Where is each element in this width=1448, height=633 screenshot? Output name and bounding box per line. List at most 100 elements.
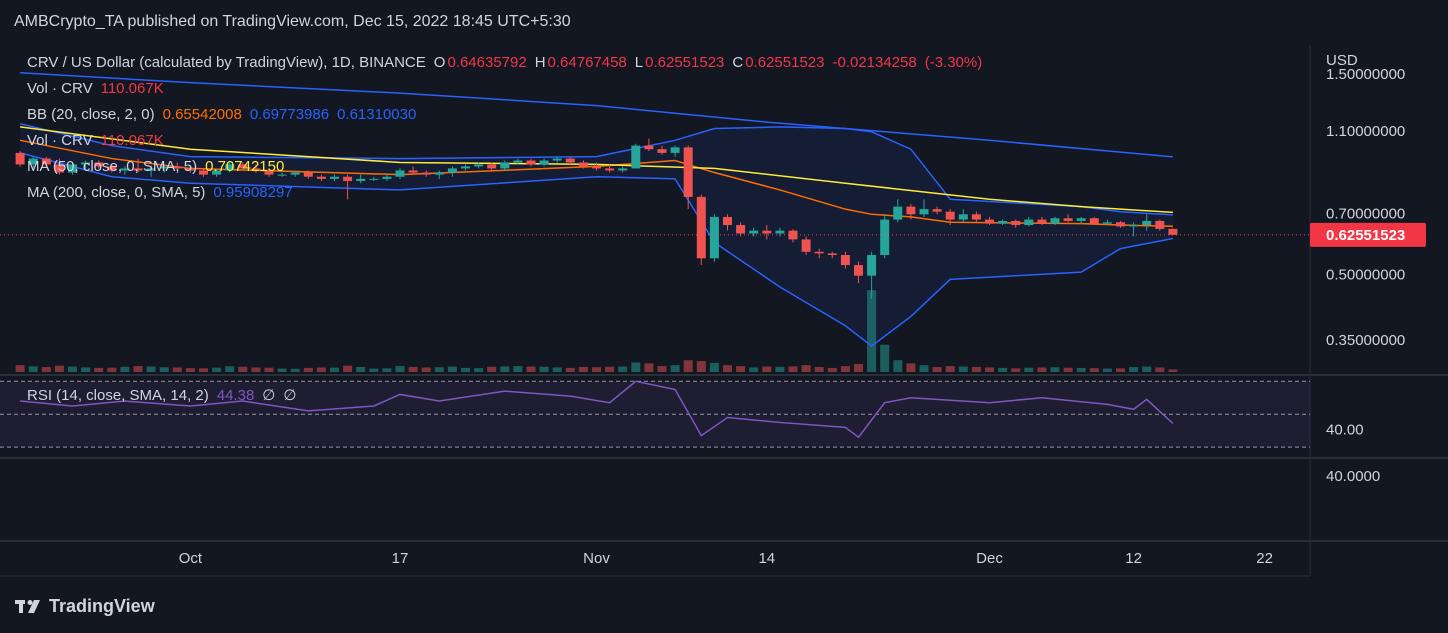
last-price-label: 0.62551523 (1326, 227, 1405, 244)
volume-bar (526, 366, 536, 372)
candle-body (1011, 220, 1021, 226)
candle-body (1063, 218, 1073, 221)
candle-body (421, 172, 431, 175)
candle-body (68, 164, 77, 173)
publisher-line: AMBCrypto_TA published on TradingView.co… (14, 13, 571, 30)
candle-body (526, 160, 536, 165)
rsi-line (20, 380, 1174, 439)
candle-body (919, 209, 929, 215)
candle-body (709, 216, 719, 259)
volume-bar (683, 360, 693, 372)
x-tick-label: Dec (976, 550, 1003, 567)
candle-body (749, 230, 759, 234)
volume-bar (539, 366, 549, 372)
candle-body (238, 164, 248, 169)
candle-body (631, 145, 641, 169)
volume-bar (1102, 368, 1112, 372)
y-tick-label: 0.35000000 (1326, 332, 1405, 349)
legend-value: (-3.30%) (925, 54, 983, 71)
volume-bar (775, 366, 785, 372)
volume-bar (1129, 367, 1139, 372)
x-tick-label: 17 (392, 550, 409, 567)
volume-bar (513, 366, 523, 372)
candle-body (1089, 218, 1099, 224)
candle-body (356, 178, 366, 182)
candle-body (592, 166, 601, 169)
candle-body (1168, 228, 1178, 235)
volume-bar (330, 367, 339, 372)
legend-value: 0.64767458 (548, 54, 627, 71)
legend-value: 0.70742150 (205, 158, 284, 175)
brand-name: TradingView (49, 596, 156, 616)
candle-body (1037, 219, 1047, 224)
candle-body (343, 176, 353, 182)
legend-value: 0.65542008 (163, 106, 242, 123)
volume-bar (369, 368, 379, 372)
candle-body (330, 176, 339, 179)
y-tick-label: 1.10000000 (1326, 123, 1405, 140)
volume-bar (749, 367, 759, 372)
candle-body (81, 162, 91, 165)
currency-label: USD (1326, 52, 1358, 69)
legend-name: BB (20, close, 2, 0) (27, 106, 155, 123)
y-tick-label: 0.70000000 (1326, 205, 1405, 222)
candle-body (290, 172, 300, 175)
volume-bar (408, 367, 418, 372)
candle-body (382, 176, 392, 179)
candle-body (657, 149, 667, 153)
volume-bar (827, 367, 837, 372)
candle-body (736, 225, 746, 234)
volume-bar (474, 368, 484, 372)
candle-body (1129, 225, 1139, 227)
volume-bar (906, 363, 916, 372)
volume-bar (605, 366, 615, 372)
legend-row: Vol · CRV 110.067K (27, 132, 164, 149)
candle-body (54, 164, 64, 173)
rsi-pane (0, 380, 1310, 448)
volume-bar (146, 366, 156, 372)
volume-bar (670, 365, 680, 372)
volume-bar (251, 367, 261, 372)
legend-prefix: O (434, 54, 446, 71)
candle-body (775, 230, 785, 234)
volume-bar (185, 368, 195, 372)
candle-body (644, 145, 654, 150)
candle-body (408, 170, 418, 173)
candle-body (159, 166, 169, 169)
volume-bar (801, 365, 811, 372)
candle-body (28, 158, 38, 165)
candle-body (618, 168, 628, 171)
candle-body (762, 230, 772, 234)
volume-bar (618, 366, 628, 372)
volume-bar (552, 367, 562, 372)
x-tick-label: 12 (1125, 550, 1142, 567)
volume-bar (631, 362, 641, 372)
volume-bar (172, 367, 182, 372)
x-tick-label: 22 (1256, 550, 1273, 567)
candle-body (958, 214, 968, 220)
rsi-legend-marker: ∅ (262, 387, 275, 404)
candle-body (1050, 218, 1060, 224)
rsi-legend: RSI (14, close, SMA, 14, 2) 44.38 ∅ ∅ (27, 387, 296, 404)
legend-prefix: L (635, 54, 643, 71)
candle-body (133, 168, 143, 171)
candle-body (199, 170, 208, 175)
candle-body (867, 255, 877, 276)
candle-body (212, 170, 222, 175)
candle-body (1076, 218, 1086, 221)
volume-bar (1024, 367, 1034, 372)
band-fill (20, 123, 1173, 347)
volume-bar (565, 367, 575, 372)
legend-value: -0.02134258 (832, 54, 916, 71)
volume-bar (1116, 368, 1125, 372)
candle-body (487, 164, 497, 169)
candle-body (893, 206, 903, 220)
legend-value: 0.61310030 (337, 106, 416, 123)
rsi-legend-name: RSI (14, close, SMA, 14, 2) (27, 387, 209, 404)
volume-bar (880, 344, 890, 372)
volume-bar (54, 365, 64, 372)
legend-value: 0.62551523 (645, 54, 724, 71)
volume-bar (94, 367, 104, 372)
x-tick-label: 14 (758, 550, 775, 567)
